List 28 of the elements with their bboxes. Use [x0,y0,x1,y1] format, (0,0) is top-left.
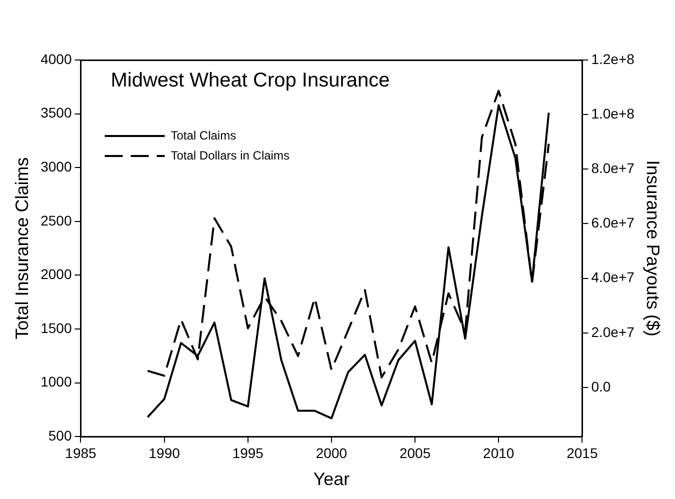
x-tick-label: 2015 [566,444,598,461]
y-tick-label: 4000 [40,50,72,67]
y-tick-label: 1500 [40,320,72,336]
y2-tick-label: 1.0e+8 [591,105,635,122]
x-tick-label: 1995 [232,444,264,461]
y-tick-label: 3500 [40,104,72,121]
x-tick-label: 2005 [399,444,431,461]
y2-tick-label: 4.0e+7 [591,269,635,286]
y2-tick-label: 0.0 [591,378,611,394]
y2-tick-label: 6.0e+7 [591,214,635,231]
text: Midwest Wheat Crop Insurance [110,70,390,92]
y2-tick-label: 2.0e+7 [591,324,635,340]
y-tick-label: 2500 [40,212,72,228]
legend-label: Total Dollars in Claims [170,148,290,162]
y2-axis-title: Insurance Payouts ($) [643,160,664,336]
y2-tick-label: 8.0e+7 [591,160,635,176]
y2-tick-label: 1.2e+8 [591,50,635,67]
y-axis-title: Total Insurance Claims [12,157,32,340]
y-tick-label: 2000 [40,266,72,282]
x-tick-label: 1985 [65,444,97,461]
x-tick-label: 1990 [148,444,180,461]
y-tick-label: 1000 [40,374,72,390]
x-axis-title: Year [313,469,350,490]
y-tick-label: 500 [48,427,72,444]
x-tick-label: 2010 [483,444,514,461]
legend-label: Total Claims [170,128,236,142]
y-tick-label: 3000 [40,158,72,174]
x-tick-label: 2000 [316,444,348,461]
